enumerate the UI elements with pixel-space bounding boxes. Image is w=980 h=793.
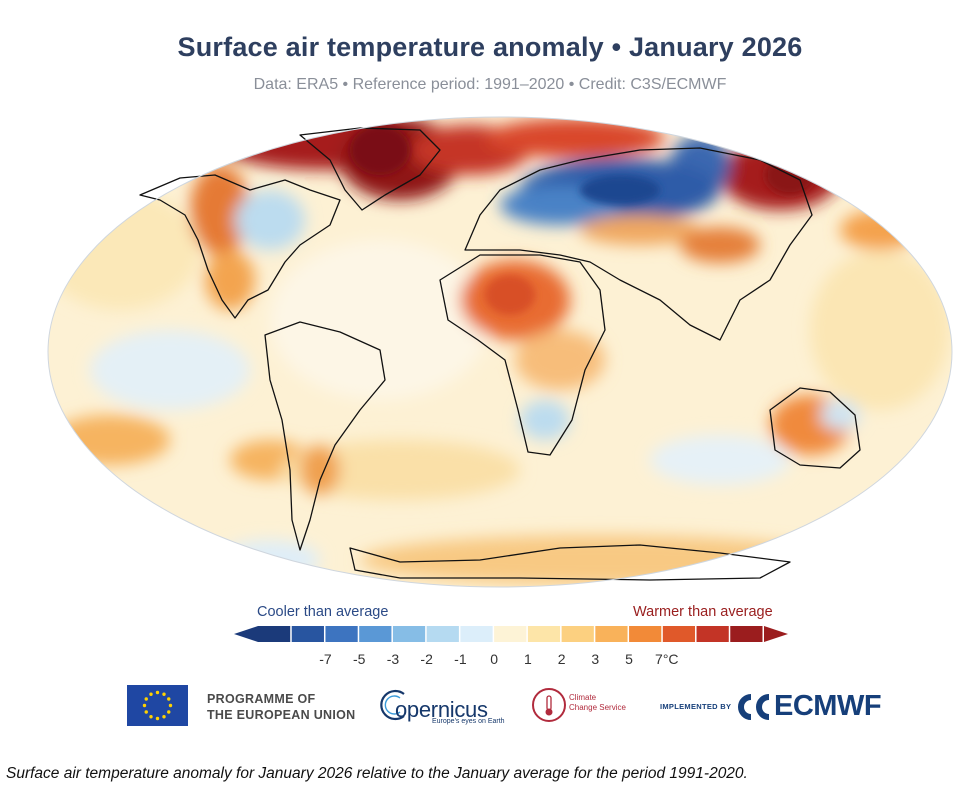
colorbar-swatch — [494, 626, 527, 642]
colorbar-tick-label: -3 — [386, 651, 400, 667]
colorbar-arrow-cool — [234, 626, 258, 642]
eu-star-icon — [162, 715, 166, 719]
eu-star-icon — [142, 703, 147, 708]
eu-star-icon — [167, 710, 171, 714]
colorbar-swatch — [291, 626, 324, 642]
colorbar-tick-label: -7 — [319, 651, 332, 667]
c3s-line1: Climate — [569, 693, 597, 702]
page-title: Surface air temperature anomaly • Januar… — [177, 32, 803, 62]
implemented-by-label: IMPLEMENTED BY — [660, 702, 732, 711]
colorbar-tick-label: 5 — [625, 651, 633, 667]
colorbar-swatch — [527, 626, 561, 642]
colorbar-swatch — [325, 626, 358, 642]
c3s-logo-icon — [532, 688, 566, 722]
colorbar-tick-label: 3 — [591, 651, 600, 667]
colorbar-swatch — [258, 626, 291, 642]
eu-text-line1: PROGRAMME OF — [207, 692, 316, 706]
figure-caption: Surface air temperature anomaly for Janu… — [6, 765, 748, 782]
eu-stars-icon — [142, 690, 173, 721]
c3s-line2: Change Service — [569, 703, 626, 712]
colorbar-swatch — [561, 626, 594, 642]
thermometer-icon — [545, 695, 553, 716]
colorbar-tick-label: 7°C — [655, 651, 679, 667]
coastlines — [139, 127, 861, 581]
c3s-text: Climate Change Service — [569, 693, 626, 713]
ecmwf-wordmark: ECMWF — [774, 690, 882, 722]
eu-star-icon — [155, 690, 160, 695]
colorbar-swatch — [629, 626, 662, 642]
page-subtitle: Data: ERA5 • Reference period: 1991–2020… — [253, 76, 727, 93]
colorbar-tick-label: -2 — [420, 651, 433, 667]
copernicus-logo-icon — [380, 689, 405, 721]
eu-star-icon — [144, 710, 148, 714]
eu-star-icon — [149, 715, 153, 719]
globe-outline — [47, 116, 953, 588]
copernicus-wordmark: opernicus — [395, 697, 488, 722]
colorbar-swatch — [460, 626, 493, 642]
colorbar-tick-label: 1 — [523, 651, 532, 667]
eu-text-line2: THE EUROPEAN UNION — [207, 708, 356, 722]
colorbar-swatch — [426, 626, 459, 642]
eu-star-icon — [168, 703, 173, 708]
eu-star-icon — [149, 692, 153, 696]
copernicus-tagline: Europe's eyes on Earth — [432, 718, 505, 725]
legend-warmer-label: Warmer than average — [633, 604, 773, 620]
eu-star-icon — [144, 697, 148, 701]
colorbar-tick-label: 0 — [490, 651, 499, 667]
colorbar-arrow-warm — [764, 626, 788, 642]
colorbar-tick-label: -1 — [454, 651, 467, 667]
colorbar-swatch — [359, 626, 392, 642]
eu-programme-text: PROGRAMME OF THE EUROPEAN UNION — [207, 691, 355, 723]
colorbar-swatch — [392, 626, 426, 642]
colorbar — [234, 626, 788, 642]
eu-star-icon — [155, 716, 160, 721]
legend-cooler-label: Cooler than average — [257, 604, 389, 620]
colorbar-tick-label: 2 — [557, 651, 566, 667]
colorbar-tick-label: -5 — [352, 651, 366, 667]
colorbar-swatch — [662, 626, 696, 642]
colorbar-swatch — [730, 626, 763, 642]
colorbar-swatch — [595, 626, 628, 642]
eu-star-icon — [167, 697, 171, 701]
eu-star-icon — [162, 692, 166, 696]
colorbar-swatch — [696, 626, 729, 642]
anomaly-field — [48, 117, 952, 587]
ecmwf-logo-icon — [738, 694, 770, 720]
eu-flag-logo — [127, 685, 188, 726]
